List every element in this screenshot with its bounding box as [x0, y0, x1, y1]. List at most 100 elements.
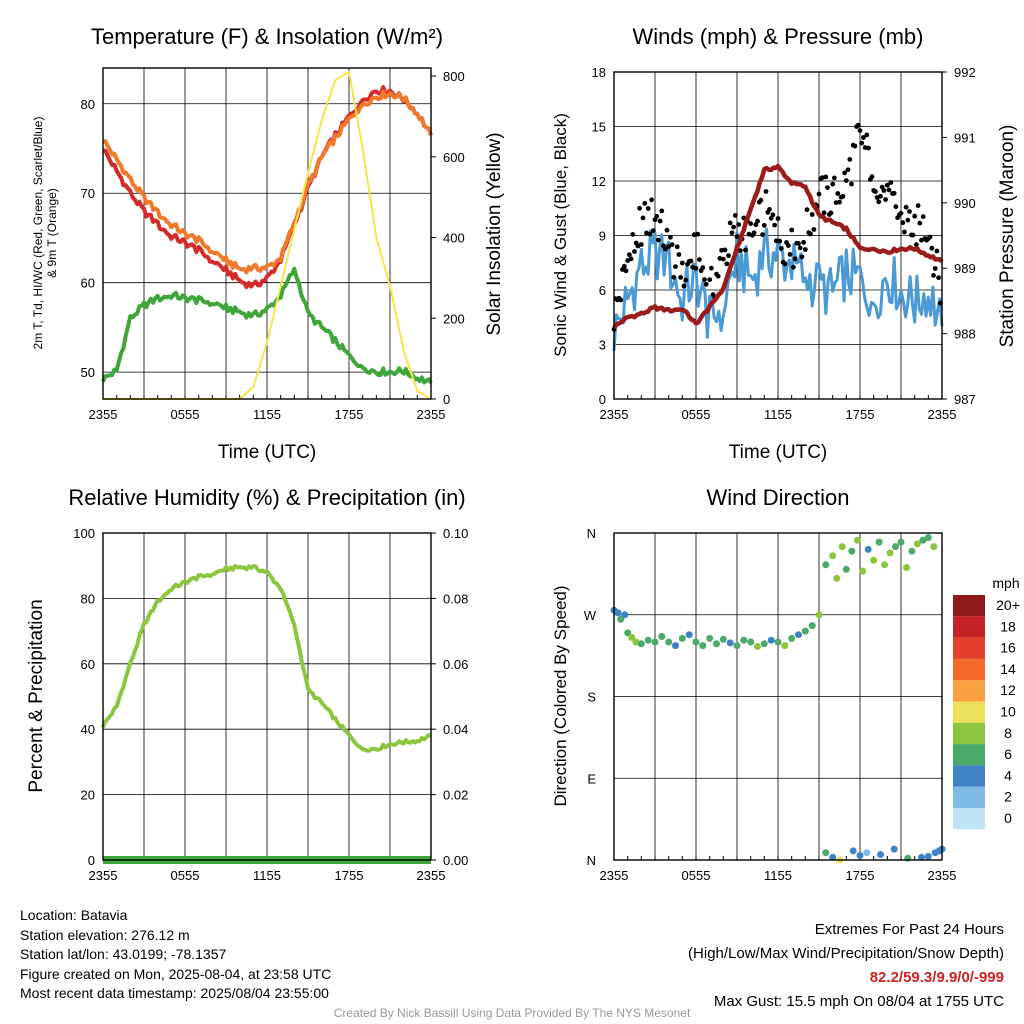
gust-point	[649, 197, 654, 203]
gust-point	[681, 283, 687, 289]
direction-point	[692, 638, 700, 646]
gust-point	[847, 157, 853, 162]
x-tick-label: 2355	[928, 868, 957, 883]
direction-point	[848, 547, 856, 555]
y-tick-label: 18	[592, 65, 606, 80]
direction-point	[624, 629, 632, 637]
speed-colorbar: mph 20+ 18 16 14 12 10 8 6 4 2 0	[953, 575, 1020, 830]
gust-point	[886, 187, 892, 193]
gust-point	[779, 246, 784, 251]
gust-point	[888, 180, 894, 185]
plot-border	[613, 532, 943, 861]
direction-point	[842, 565, 850, 573]
direction-point	[853, 536, 861, 544]
gust-point	[842, 170, 847, 176]
x-tick-label: 0555	[171, 407, 200, 422]
gust-point	[917, 220, 923, 226]
gust-point	[772, 222, 777, 228]
gust-point	[932, 266, 938, 271]
direction-point	[897, 538, 905, 546]
info-location: Location: Batavia	[20, 907, 128, 923]
gust-point	[688, 258, 694, 264]
gust-point	[669, 242, 675, 248]
gust-point	[903, 204, 909, 210]
y-axis-label-left: Sonic Wind & Gust (Blue, Black)	[551, 113, 570, 357]
gust-point	[623, 268, 629, 274]
direction-point	[760, 640, 768, 648]
x-tick-label: 0555	[682, 868, 711, 883]
y-right-tick-label: 992	[954, 65, 976, 80]
max-gust: Max Gust: 15.5 mph On 08/04 at 1755 UTC	[713, 993, 1004, 1010]
gust-point	[840, 194, 846, 199]
gust-point	[816, 191, 822, 197]
y-right-tick-label: 0.10	[443, 526, 468, 541]
gust-point	[799, 254, 805, 260]
gust-point	[640, 215, 646, 221]
direction-point	[801, 627, 809, 635]
direction-point	[924, 852, 932, 860]
gust-point	[673, 264, 678, 269]
direction-point	[849, 847, 857, 855]
direction-point	[822, 561, 830, 569]
y-tick-label: 12	[592, 174, 606, 189]
y-right-tick-label: 400	[443, 231, 465, 246]
gust-point	[912, 213, 918, 219]
gust-point	[760, 232, 765, 238]
gust-point	[873, 189, 878, 195]
direction-point	[644, 636, 652, 644]
gust-point	[709, 265, 714, 271]
colorbar-label: 14	[1000, 661, 1016, 677]
direction-point	[699, 642, 707, 650]
gust-point	[738, 248, 743, 254]
gust-point	[915, 203, 921, 209]
gust-point	[869, 174, 875, 180]
y-tick-label: 50	[81, 365, 95, 380]
gust-point	[797, 245, 803, 251]
gust-point	[722, 247, 728, 253]
gust-point	[693, 265, 699, 271]
y-tick-label: 6	[599, 283, 606, 298]
gust-point	[683, 277, 689, 283]
gust-point	[929, 245, 935, 251]
gust-point	[837, 199, 842, 205]
y-right-tick-label: 989	[954, 261, 976, 276]
direction-point	[754, 643, 761, 650]
gust-point	[884, 182, 890, 188]
y-tick-label: 0	[88, 853, 95, 868]
x-tick-label: 2355	[89, 868, 118, 883]
extremes-title: Extremes For Past 24 Hours	[814, 921, 1004, 938]
credit-line: Created By Nick Bassill Using Data Provi…	[333, 1006, 691, 1020]
y-right-tick-label: 800	[443, 69, 465, 84]
y-right-tick-label: 0.04	[443, 722, 468, 737]
direction-point	[774, 638, 782, 646]
panel-title: Winds (mph) & Pressure (mb)	[633, 24, 924, 49]
x-axis-label: Time (UTC)	[218, 442, 317, 463]
x-tick-label: 2355	[600, 407, 629, 422]
colorbar-swatch	[953, 722, 985, 745]
panel-title: Relative Humidity (%) & Precipitation (i…	[68, 485, 465, 510]
gust-point	[727, 220, 733, 226]
info-created: Figure created on Mon, 2025-08-04, at 23…	[20, 965, 332, 982]
gust-point	[627, 252, 632, 258]
direction-point	[628, 634, 636, 641]
gust-point	[825, 185, 830, 191]
y-tick-label: 40	[81, 722, 95, 737]
colorbar-label: 16	[1000, 640, 1016, 656]
gust-point	[883, 197, 888, 202]
extremes-values: 82.2/59.3/9.9/0/-999	[869, 969, 1004, 986]
plot-border	[102, 67, 432, 400]
station-info: Location: Batavia Station elevation: 276…	[20, 906, 331, 1004]
info-latlon: Station lat/lon: 43.0199; -78.1357	[20, 946, 227, 962]
gust-point	[811, 227, 817, 232]
gust-point	[775, 216, 781, 221]
y-right-tick-label: 0.06	[443, 657, 468, 672]
gust-point	[662, 246, 668, 252]
gust-point	[910, 232, 916, 238]
y-axis-label-right: Solar Insolation (Yellow)	[484, 132, 505, 335]
gust-point	[861, 135, 866, 140]
gust-point	[934, 248, 940, 254]
x-tick-label: 1155	[253, 407, 281, 422]
gust-point	[900, 220, 906, 226]
gust-point	[671, 274, 677, 280]
